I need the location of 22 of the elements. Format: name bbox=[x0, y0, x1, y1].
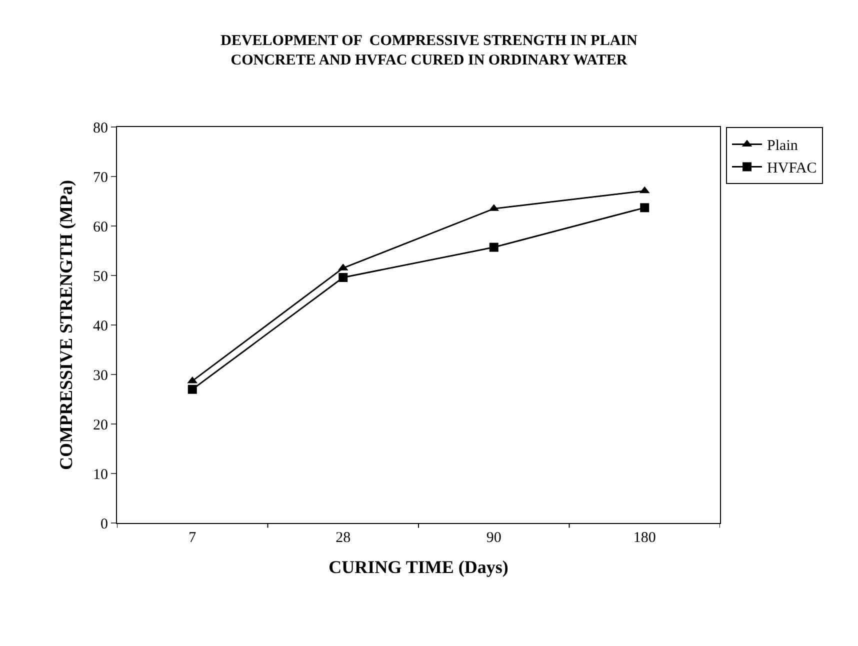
y-tick-label: 70 bbox=[93, 170, 108, 186]
y-tick-label: 40 bbox=[93, 318, 108, 334]
y-tick-label: 20 bbox=[93, 417, 108, 434]
y-tick-label: 60 bbox=[93, 219, 108, 236]
legend-label: HVFAC bbox=[767, 160, 817, 177]
y-tick-label: 50 bbox=[93, 268, 108, 285]
y-tick-label: 0 bbox=[100, 516, 108, 532]
x-tick-label: 90 bbox=[486, 530, 502, 546]
x-tick-label: 180 bbox=[633, 530, 656, 546]
point bbox=[188, 384, 197, 394]
x-axis-title: CURING TIME (Days) bbox=[328, 557, 508, 578]
y-tick-label: 10 bbox=[93, 466, 108, 483]
y-tick-label: 30 bbox=[93, 368, 108, 384]
y-tick-label: 80 bbox=[93, 120, 108, 136]
point bbox=[640, 203, 650, 212]
x-tick-label: 28 bbox=[336, 530, 351, 546]
x-tick-label: 7 bbox=[188, 530, 197, 546]
point bbox=[338, 272, 348, 282]
chart-title: DEVELOPMENT OF COMPRESSIVE STRENGTH IN PLAIN CONCRETE AND HVFAC CURED IN ORDINARY WATER bbox=[220, 33, 638, 69]
legend-label: Plain bbox=[767, 138, 798, 154]
y-axis-title: COMPRESSIVE STRENGTH (MPa) bbox=[56, 180, 76, 470]
point bbox=[489, 242, 498, 252]
